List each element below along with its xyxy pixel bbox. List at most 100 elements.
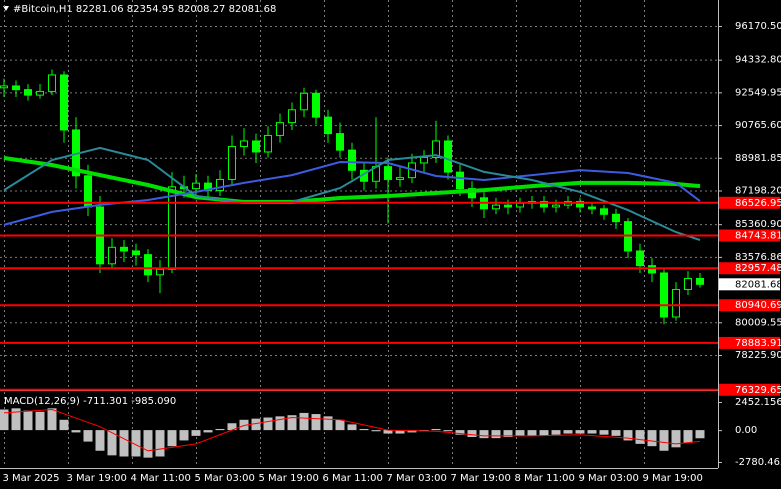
- histogram-bar: [635, 430, 645, 444]
- y-tick-label: 78225.90: [735, 350, 781, 361]
- histogram-bar: [227, 423, 237, 431]
- histogram-bar: [179, 430, 189, 441]
- histogram-bar: [95, 430, 105, 451]
- histogram-bar: [539, 430, 549, 436]
- level-label-box: [719, 299, 780, 312]
- histogram-bar: [167, 430, 177, 447]
- histogram-bar: [467, 430, 477, 437]
- candle-body: [120, 246, 128, 252]
- x-tick-label: 9 Mar 03:00: [579, 473, 639, 484]
- y-tick-label: 85360.90: [735, 219, 781, 230]
- candle-body: [252, 140, 260, 153]
- histogram-bar: [335, 419, 345, 431]
- candle-body: [192, 182, 200, 190]
- histogram-bar: [203, 430, 213, 433]
- chart-title: #Bitcoin,H1 82281.06 82354.95 82008.27 8…: [13, 4, 276, 15]
- candle-body: [516, 202, 524, 208]
- candle-body: [228, 145, 236, 180]
- x-tick-label: 6 Mar 11:00: [323, 473, 383, 484]
- candle-body: [60, 74, 68, 131]
- candle-body: [288, 109, 296, 124]
- y-tick-label: 2452.156: [735, 397, 781, 408]
- histogram-bar: [23, 410, 33, 431]
- candle-body: [648, 265, 656, 274]
- histogram-bar: [575, 430, 585, 434]
- last-price-box: [719, 278, 780, 291]
- histogram-bar: [515, 430, 525, 436]
- histogram-bar: [35, 411, 45, 431]
- x-tick-label: 3 Mar 2025: [3, 473, 60, 484]
- y-tick-label: 96170.50: [735, 21, 781, 32]
- histogram-bar: [287, 415, 297, 431]
- histogram-bar: [659, 430, 669, 451]
- histogram-bar: [503, 430, 513, 437]
- histogram-bar: [383, 430, 393, 434]
- histogram-bar: [47, 408, 57, 431]
- signal-line: [3, 408, 701, 452]
- histogram-bar: [395, 430, 405, 434]
- x-tick-label: 4 Mar 11:00: [131, 473, 191, 484]
- histogram-bar: [371, 430, 381, 432]
- histogram-bar: [623, 430, 633, 441]
- level-label: 86526.95: [735, 198, 781, 209]
- candle-body: [264, 134, 272, 153]
- candle-body: [324, 116, 332, 135]
- histogram-bar: [119, 430, 129, 457]
- x-tick-label: 8 Mar 11:00: [515, 473, 575, 484]
- histogram-bar: [143, 430, 153, 458]
- histogram-bar: [443, 430, 453, 432]
- candle-body: [384, 166, 392, 180]
- candle-body: [672, 288, 680, 318]
- candle-body: [312, 92, 320, 118]
- candle-body: [636, 250, 644, 267]
- y-tick-label: -2780.465: [735, 457, 781, 468]
- candle-body: [612, 213, 620, 223]
- candle-body: [504, 204, 512, 208]
- candle-body: [240, 140, 248, 147]
- histogram-bar: [527, 430, 537, 436]
- menu-arrow: [3, 6, 9, 11]
- histogram-bar: [455, 430, 465, 435]
- histogram-bar: [311, 414, 321, 431]
- histogram-bar: [359, 428, 369, 431]
- candle-body: [48, 74, 56, 92]
- x-tick-label: 7 Mar 19:00: [451, 473, 511, 484]
- histogram-bar: [587, 430, 597, 434]
- x-tick-label: 5 Mar 03:00: [195, 473, 255, 484]
- level-label: 78883.91: [735, 338, 781, 349]
- candle-body: [396, 177, 404, 180]
- level-label-box: [719, 229, 780, 242]
- x-tick-label: 5 Mar 19:00: [259, 473, 319, 484]
- candle-body: [216, 178, 224, 191]
- level-label: 84743.81: [735, 230, 781, 241]
- histogram-bar: [215, 428, 225, 431]
- x-tick-label: 7 Mar 03:00: [387, 473, 447, 484]
- level-label-box: [719, 262, 780, 275]
- candle-body: [420, 156, 428, 164]
- histogram-bar: [491, 430, 501, 439]
- candle-body: [336, 133, 344, 151]
- histogram-bar: [83, 430, 93, 442]
- level-label-box: [719, 383, 780, 396]
- histogram-bar: [275, 416, 285, 431]
- candle-body: [0, 85, 8, 89]
- y-tick-label: 94332.80: [735, 55, 781, 66]
- candle-body: [552, 204, 560, 208]
- candle-body: [456, 171, 464, 190]
- x-tick-label: 9 Mar 19:00: [643, 473, 703, 484]
- moving-average-line: [3, 146, 701, 241]
- candle-body: [132, 250, 140, 256]
- y-tick-label: 83576.86: [735, 252, 781, 263]
- candle-body: [492, 204, 500, 210]
- last-price-label: 82081.68: [735, 279, 781, 290]
- histogram-bar: [563, 430, 573, 434]
- candle-body: [12, 85, 20, 91]
- level-label-box: [719, 336, 780, 349]
- candle-body: [144, 254, 152, 276]
- moving-average-line: [3, 156, 701, 204]
- y-tick-label: 0.00: [735, 425, 757, 436]
- histogram-bar: [599, 430, 609, 435]
- level-label-box: [719, 196, 780, 209]
- y-tick-label: 92549.95: [735, 87, 781, 98]
